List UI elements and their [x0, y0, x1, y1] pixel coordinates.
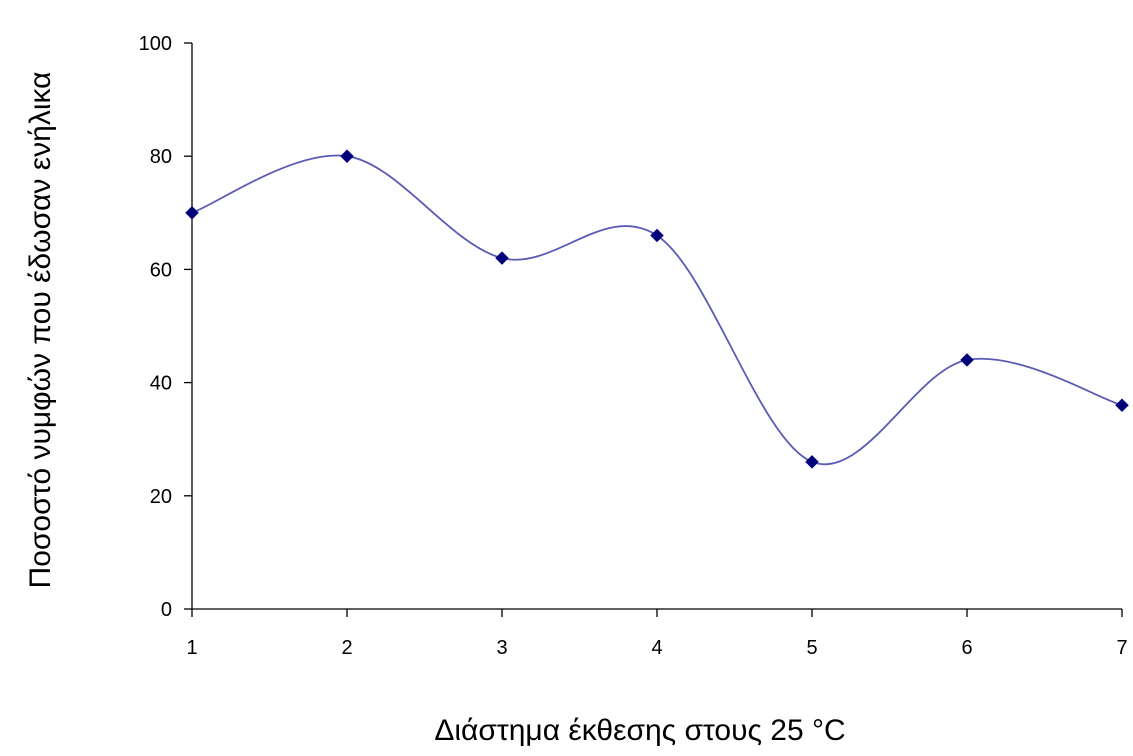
- data-point-marker: [650, 228, 664, 243]
- series-layer: [185, 149, 1129, 469]
- x-axis-title: Διάστημα έκθεσης στους 25 °C: [434, 714, 845, 747]
- x-tick-label: 3: [496, 637, 507, 659]
- series-line: [191, 154, 1123, 466]
- y-tick-label: 40: [150, 373, 172, 395]
- y-tick-labels: 0 20 40 60 80 100: [139, 33, 172, 621]
- x-tick-label: 2: [341, 637, 352, 659]
- data-point-marker: [185, 205, 199, 220]
- y-tick-label: 20: [150, 486, 172, 508]
- y-tick-label: 60: [150, 259, 172, 281]
- y-tick-label: 80: [150, 146, 172, 168]
- y-axis-title: Ποσοστό νυμφών που έδωσαν ενήλικα: [24, 72, 57, 589]
- x-tick-label: 1: [186, 637, 197, 659]
- x-tick-label: 4: [651, 637, 662, 659]
- y-tick-label: 100: [139, 33, 172, 55]
- data-point-marker: [1115, 398, 1129, 413]
- y-tick-label: 0: [161, 599, 172, 621]
- axes: [184, 42, 1123, 617]
- x-tick-label: 7: [1116, 637, 1127, 659]
- x-tick-labels: 1 2 3 4 5 6 7: [186, 637, 1127, 659]
- data-point-marker: [805, 454, 819, 469]
- x-tick-label: 5: [806, 637, 817, 659]
- x-tick-label: 6: [961, 637, 972, 659]
- data-point-marker: [960, 353, 974, 367]
- data-point-marker: [495, 251, 509, 265]
- data-point-marker: [340, 149, 354, 164]
